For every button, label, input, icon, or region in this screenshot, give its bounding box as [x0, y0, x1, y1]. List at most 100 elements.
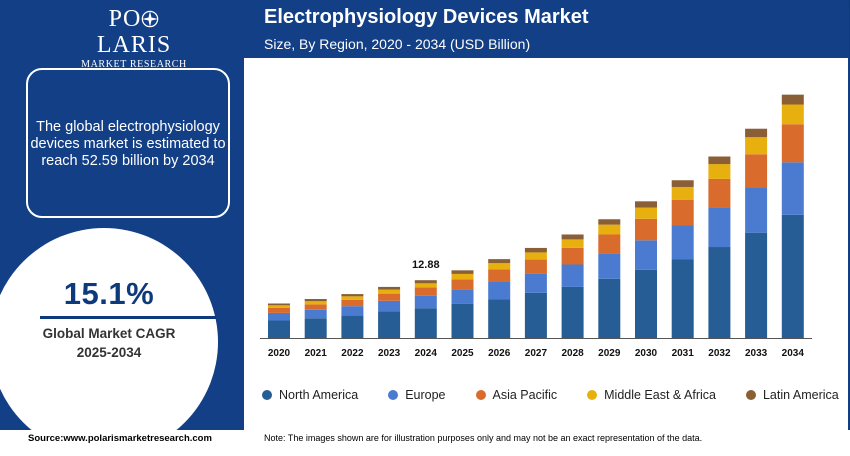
bar-2024-latin-america: [414, 280, 437, 284]
stacked-bar-chart: 2020 2021 2022 2023 2024 2025 2026 2027 2028 2029…: [260, 94, 812, 359]
bar-2024-north-america: [414, 308, 437, 338]
disclaimer-note: Note: The images shown are for illustrat…: [264, 433, 703, 443]
chart-title: Electrophysiology Devices Market: [264, 6, 589, 28]
legend-label: Middle East & Africa: [604, 388, 716, 402]
bar-2030-europe: [635, 240, 657, 270]
bar-2021-middle-east-africa: [304, 301, 327, 305]
bar-2031-middle-east-africa: [671, 186, 694, 200]
bar-2020-north-america: [268, 320, 290, 338]
x-tick-label: 2029: [598, 348, 621, 359]
brand-logo: POLARIS MARKET RESEARCH: [74, 6, 194, 70]
legend-swatch: [745, 390, 756, 400]
bar-2033-latin-america: [745, 128, 768, 138]
x-tick-label: 2031: [672, 348, 695, 359]
bar-2030-north-america: [635, 269, 657, 338]
x-tick-label: 2020: [268, 348, 291, 359]
bar-2034-middle-east-africa: [781, 104, 804, 125]
bar-2034-asia-pacific: [781, 124, 804, 163]
bar-2033-asia-pacific: [745, 154, 768, 188]
bar-2034-north-america: [781, 214, 804, 338]
brand-name-po: PO: [108, 6, 142, 32]
bar-2027-latin-america: [524, 247, 547, 253]
bar-2029-north-america: [598, 278, 621, 338]
bar-2023-europe: [378, 300, 401, 312]
bar-2029-middle-east-africa: [598, 224, 621, 235]
cagr-label-line2: 2025-2034: [76, 345, 142, 360]
bar-2025-latin-america: [451, 270, 474, 274]
x-tick-label: 2028: [561, 348, 584, 359]
bar-2025-middle-east-africa: [451, 273, 474, 280]
bar-2023-asia-pacific: [378, 293, 401, 301]
bar-2033-middle-east-africa: [745, 137, 768, 155]
footer-bar: [0, 430, 850, 450]
bar-2025-asia-pacific: [451, 279, 474, 290]
bar-2029-europe: [598, 253, 621, 279]
bar-2024-middle-east-africa: [414, 283, 437, 288]
bar-2027-north-america: [524, 292, 547, 338]
bar-2032-north-america: [708, 247, 731, 338]
bar-2020-europe: [268, 312, 290, 321]
compass-star-icon: [142, 10, 159, 28]
bar-2026-north-america: [488, 299, 511, 338]
bar-2026-asia-pacific: [488, 269, 511, 282]
bar-2024-asia-pacific: [414, 287, 437, 296]
bar-2020-asia-pacific: [268, 307, 290, 313]
bar-2034-latin-america: [781, 94, 804, 105]
bar-2026-latin-america: [488, 259, 511, 264]
bar-2027-middle-east-africa: [524, 252, 547, 260]
bar-2028-europe: [561, 264, 584, 287]
bar-2028-asia-pacific: [561, 247, 584, 265]
bar-2032-asia-pacific: [708, 178, 731, 208]
bar-2031-europe: [671, 225, 694, 260]
bar-2026-middle-east-africa: [488, 263, 511, 270]
legend-item: Asia Pacific: [475, 388, 557, 402]
x-tick-label: 2026: [488, 348, 511, 359]
bar-2022-latin-america: [341, 294, 364, 297]
x-tick-label: 2032: [708, 348, 731, 359]
bar-2031-asia-pacific: [671, 199, 694, 226]
legend-label: North America: [279, 388, 359, 402]
brand-name: POLARIS: [74, 6, 194, 58]
bar-2026-europe: [488, 281, 511, 300]
bar-2033-europe: [745, 187, 768, 233]
x-tick-label: 2033: [745, 348, 768, 359]
legend-swatch: [262, 390, 272, 400]
x-tick-label: 2027: [525, 348, 548, 359]
market-estimate-box: The global electrophysiology devices mar…: [26, 68, 230, 218]
header-bar: [244, 0, 848, 58]
x-tick-label: 2021: [305, 348, 328, 359]
bar-2032-europe: [708, 207, 731, 248]
bar-2032-middle-east-africa: [708, 164, 731, 179]
x-tick-label: 2022: [341, 348, 364, 359]
bar-2028-north-america: [561, 286, 584, 338]
bar-2032-latin-america: [708, 156, 731, 165]
cagr-circle: [0, 228, 218, 456]
cagr-divider: [40, 316, 216, 319]
bar-2021-asia-pacific: [304, 304, 327, 310]
legend-label: Latin America: [762, 388, 839, 402]
bar-2021-latin-america: [304, 299, 327, 302]
bar-2034-europe: [781, 162, 804, 215]
market-estimate-text: The global electrophysiology devices mar…: [30, 118, 226, 169]
bar-2023-middle-east-africa: [378, 289, 401, 294]
brand-name-laris: LARIS: [96, 32, 172, 58]
legend-swatch: [388, 390, 399, 400]
bar-2021-europe: [304, 309, 327, 319]
bar-2022-europe: [341, 306, 364, 316]
cagr-value: 15.1%: [63, 276, 155, 311]
bar-2027-europe: [524, 273, 547, 293]
chart-subtitle: Size, By Region, 2020 - 2034 (USD Billio…: [264, 36, 531, 52]
x-tick-label: 2024: [415, 348, 438, 359]
bar-2030-asia-pacific: [635, 218, 657, 241]
legend-item: Europe: [388, 388, 446, 402]
legend-item: North America: [262, 388, 358, 402]
x-tick-label: 2034: [782, 348, 805, 359]
bar-2033-north-america: [745, 232, 768, 338]
bar-2022-asia-pacific: [341, 299, 364, 307]
bar-2031-north-america: [671, 259, 694, 338]
legend-item: Middle East & Africa: [587, 388, 716, 402]
bar-2024-europe: [414, 295, 437, 309]
bar-2020-latin-america: [268, 303, 290, 306]
bar-2029-latin-america: [598, 219, 621, 225]
bar-2030-latin-america: [635, 201, 657, 208]
